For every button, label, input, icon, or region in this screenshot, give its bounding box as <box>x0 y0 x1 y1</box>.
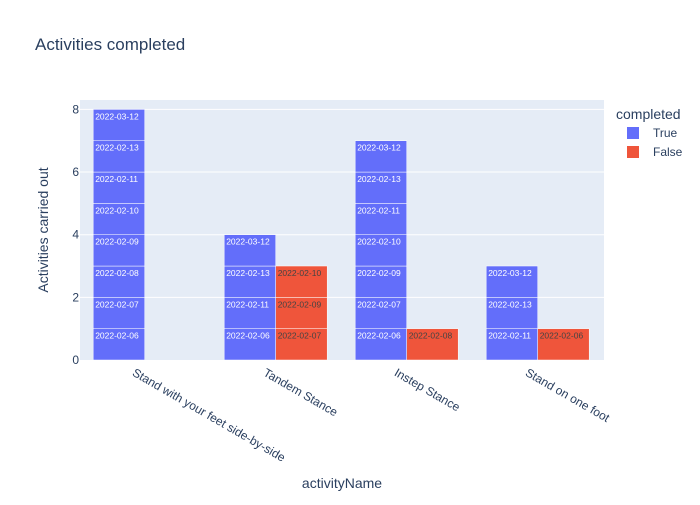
bar-segment-label: 2022-02-13 <box>357 174 401 184</box>
x-axis-title: activityName <box>302 475 382 491</box>
bar-segment-label: 2022-02-13 <box>226 268 270 278</box>
bar-segment-label: 2022-03-12 <box>357 143 401 153</box>
bar-segment-label: 2022-02-07 <box>95 299 139 309</box>
bar-segment <box>354 297 407 329</box>
bar-segment-label: 2022-02-06 <box>357 331 401 341</box>
bar-segment <box>223 297 276 329</box>
bar-segment-label: 2022-02-13 <box>488 299 532 309</box>
bar-segment <box>354 328 407 361</box>
x-tick-label: Tandem Stance <box>261 365 340 419</box>
bar-segment-label: 2022-02-10 <box>95 205 139 215</box>
bar-segment <box>92 234 145 267</box>
bar-segment-label: 2022-02-10 <box>278 268 322 278</box>
bar-segment <box>92 109 145 141</box>
bar-segment <box>537 328 590 361</box>
y-tick-label: 8 <box>72 102 79 116</box>
y-axis-title: Activities carried out <box>35 167 51 292</box>
bar-segment-label: 2022-02-08 <box>95 268 139 278</box>
bar-segment-label: 2022-02-09 <box>95 237 139 247</box>
bar-segment-label: 2022-02-06 <box>540 331 584 341</box>
bar-segment <box>92 297 145 329</box>
chart-title: Activities completed <box>35 35 185 54</box>
bar-segment <box>92 203 145 235</box>
legend-title: completed <box>616 106 681 122</box>
bar-segment-label: 2022-03-12 <box>226 237 270 247</box>
bar-segment-label: 2022-02-07 <box>278 331 322 341</box>
bar-segment <box>354 171 407 204</box>
bar-segment <box>485 328 538 361</box>
legend-swatch <box>627 146 639 158</box>
bar-segment-label: 2022-02-06 <box>95 331 139 341</box>
y-tick-label: 4 <box>72 228 79 242</box>
x-tick-label: Instep Stance <box>392 365 463 414</box>
bar-segment-label: 2022-02-08 <box>409 331 453 341</box>
bar-segment-label: 2022-02-11 <box>226 299 269 309</box>
bar-segment-label: 2022-02-10 <box>357 237 401 247</box>
bar-segment <box>354 140 407 173</box>
bar-segment-label: 2022-02-11 <box>488 331 531 341</box>
bar-segment-label: 2022-02-09 <box>278 299 322 309</box>
bar-segment <box>275 265 328 298</box>
bar-segment <box>92 328 145 361</box>
y-tick-label: 2 <box>72 290 79 304</box>
bar-segment <box>485 265 538 298</box>
legend-item-label: False <box>653 145 683 159</box>
x-tick-label: Stand with your feet side-by-side <box>130 365 288 464</box>
x-tick-label: Stand on one foot <box>523 365 613 425</box>
bar-segment <box>223 234 276 267</box>
bar-segment <box>354 265 407 298</box>
bar-segment <box>223 328 276 361</box>
bar-segment-label: 2022-02-11 <box>95 174 138 184</box>
bar-segment <box>275 328 328 361</box>
legend: completed True False <box>616 106 683 159</box>
legend-swatch <box>627 127 639 139</box>
bar-segment-label: 2022-03-12 <box>95 111 139 121</box>
bar-segment <box>406 328 459 361</box>
bar-segment-label: 2022-02-11 <box>357 205 400 215</box>
bar-segment <box>275 297 328 329</box>
bar-segment-label: 2022-02-09 <box>357 268 401 278</box>
bar-segment <box>92 171 145 204</box>
y-tick-label: 0 <box>72 353 79 367</box>
y-tick-label: 6 <box>72 165 79 179</box>
bar-segment <box>354 203 407 235</box>
legend-items: True False <box>627 126 683 159</box>
y-axis-ticks: 0 2 4 6 8 <box>72 102 79 367</box>
bar-segment-label: 2022-02-06 <box>226 331 270 341</box>
x-axis-ticks: Stand with your feet side-by-sideTandem … <box>130 365 613 464</box>
bar-segment-label: 2022-02-13 <box>95 143 139 153</box>
bar-segment-label: 2022-02-07 <box>357 299 401 309</box>
bar-segment-label: 2022-03-12 <box>488 268 532 278</box>
bars: 2022-02-06 2022-02-07 2022-02-08 2022-02-09… <box>92 109 590 361</box>
bar-segment <box>223 265 276 298</box>
legend-item-label: True <box>653 126 678 140</box>
bar-segment <box>485 297 538 329</box>
